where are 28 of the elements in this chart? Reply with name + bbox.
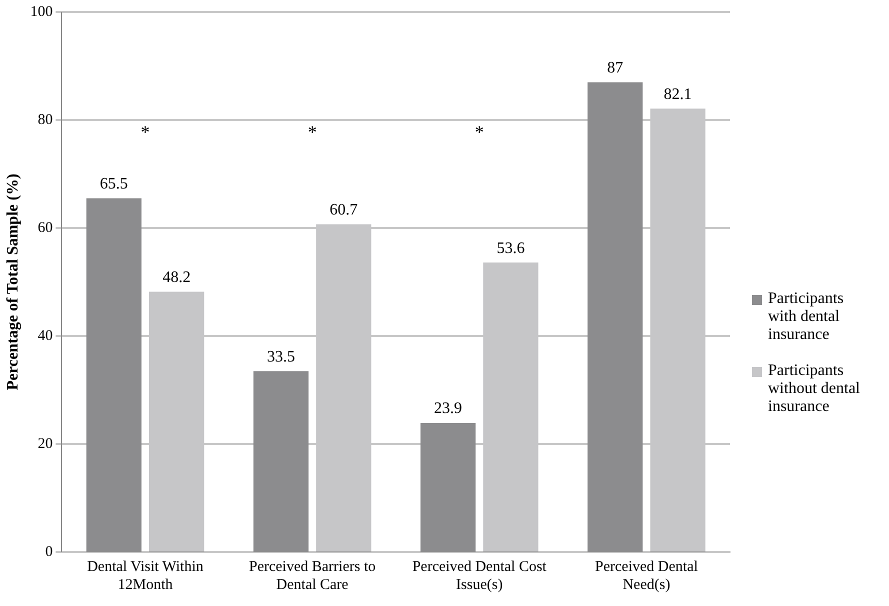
y-tick-label: 100 xyxy=(30,4,53,20)
y-axis-title: Percentage of Total Sample (%) xyxy=(4,174,22,390)
y-tick-label: 40 xyxy=(38,328,53,344)
data-label: 33.5 xyxy=(266,348,295,366)
annotation: * xyxy=(308,122,317,142)
x-tick-label: Perceived Dental Cost Issue(s) xyxy=(412,558,548,593)
y-tick-label: 20 xyxy=(38,436,53,452)
x-tick-label: Perceived Dental Need(s) xyxy=(595,558,698,593)
legend-label: Participants without dental insurance xyxy=(768,362,861,416)
bar xyxy=(483,262,538,552)
y-tick-label: 60 xyxy=(38,220,53,236)
y-tick-label: 80 xyxy=(38,112,53,128)
bar xyxy=(148,292,204,552)
data-label: 23.9 xyxy=(434,400,462,418)
data-label: 65.5 xyxy=(100,176,128,193)
bar xyxy=(650,108,706,552)
annotation: * xyxy=(474,122,484,142)
data-label: 87 xyxy=(607,59,624,76)
data-label: 53.6 xyxy=(496,240,525,257)
legend-label: Participants with dental insurance xyxy=(768,290,845,344)
data-label: 48.2 xyxy=(162,268,191,286)
data-label: 82.1 xyxy=(664,86,692,103)
x-tick-label: Perceived Barriers to Dental Care xyxy=(249,558,376,593)
x-tick-label: Dental Visit Within 12Month xyxy=(87,558,204,593)
y-tick-label: 0 xyxy=(45,544,53,560)
annotation: * xyxy=(140,122,150,142)
data-label: 60.7 xyxy=(330,201,358,218)
bar xyxy=(316,224,372,552)
